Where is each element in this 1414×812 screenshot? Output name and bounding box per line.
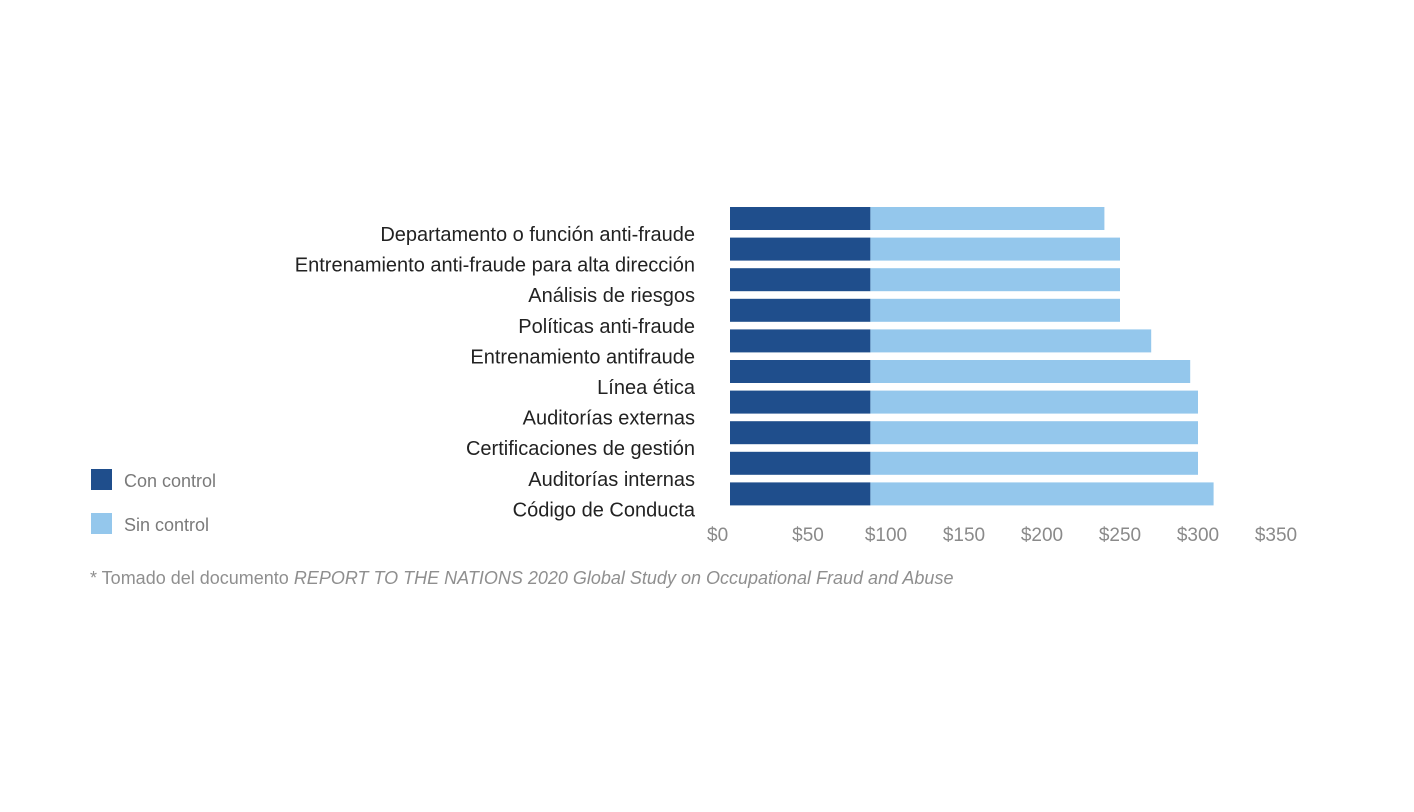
category-label: Análisis de riesgos [528,285,695,307]
bar-con-control-6 [730,390,871,414]
bar-sin-control-1 [870,237,1120,261]
bar-sin-control-5 [870,360,1191,383]
bar-con-control-9 [730,482,871,506]
bars-group [730,207,1214,506]
legend-label-con-control: Con control [124,471,216,491]
x-tick-label: $150 [943,525,985,546]
category-labels: Departamento o función anti-fraude Entren… [295,224,696,521]
x-tick-label: $250 [1099,525,1141,546]
bar-sin-control-9 [870,482,1214,506]
category-label: Entrenamiento anti-fraude para alta dire… [295,255,695,277]
bar-con-control-4 [730,329,871,353]
bar-sin-control-0 [870,207,1105,230]
bar-sin-control-6 [870,390,1198,414]
category-label: Entrenamiento antifraude [470,346,695,368]
bar-con-control-3 [730,298,871,322]
bar-sin-control-7 [870,421,1198,445]
legend-swatch-sin-control [91,513,112,534]
source-footnote: * Tomado del documento REPORT TO THE NAT… [90,568,953,589]
bar-con-control-2 [730,268,871,292]
x-axis-tick-labels: $0 $50 $100 $150 $200 $250 $300 $350 [707,525,1297,546]
bar-con-control-7 [730,421,871,445]
bar-con-control-1 [730,237,871,261]
x-tick-label: $200 [1021,525,1063,546]
footnote-source: REPORT TO THE NATIONS 2020 Global Study … [293,568,954,588]
x-tick-label: $100 [865,525,907,546]
category-label: Políticas anti-fraude [518,316,695,338]
bar-con-control-8 [730,451,871,475]
category-label: Certificaciones de gestión [466,438,695,460]
category-label: Auditorías externas [523,408,695,430]
legend-swatch-con-control [91,469,112,490]
x-tick-label: $350 [1255,525,1297,546]
bar-con-control-5 [730,360,871,383]
x-tick-label: $50 [792,525,824,546]
footnote-prefix: * Tomado del documento [90,568,294,588]
legend: Con control Sin control [91,469,216,535]
category-label: Departamento o función anti-fraude [380,224,695,246]
bar-sin-control-3 [870,298,1120,322]
bar-sin-control-2 [870,268,1120,292]
legend-label-sin-control: Sin control [124,515,209,535]
category-label: Código de Conducta [513,499,696,521]
category-label: Auditorías internas [528,469,695,491]
x-tick-label: $0 [707,525,728,546]
category-label: Línea ética [597,377,696,399]
x-tick-label: $300 [1177,525,1219,546]
bar-sin-control-4 [870,329,1152,353]
bar-con-control-0 [730,207,871,230]
bar-sin-control-8 [870,451,1198,475]
